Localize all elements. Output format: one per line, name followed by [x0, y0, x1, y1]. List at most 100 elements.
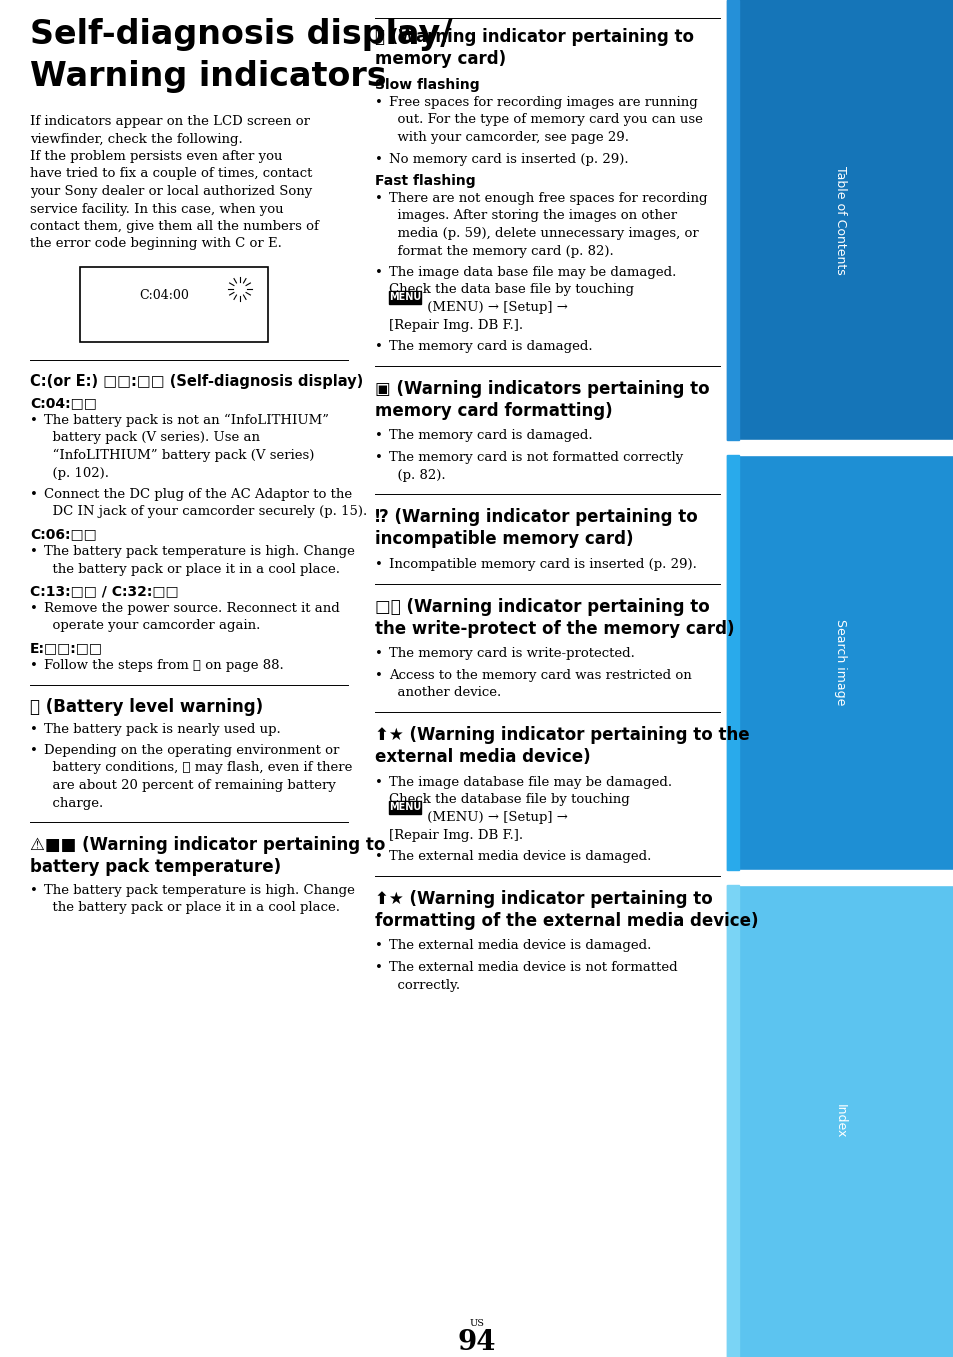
Text: (MENU) → [Setup] →: (MENU) → [Setup] →	[422, 301, 567, 313]
Bar	[726, 440, 953, 455]
Text: battery pack temperature): battery pack temperature)	[30, 858, 281, 877]
Text: US: US	[469, 1319, 484, 1329]
Text: •: •	[375, 451, 382, 464]
Text: DC IN jack of your camcorder securely (p. 15).: DC IN jack of your camcorder securely (p…	[44, 506, 367, 518]
Text: •: •	[30, 883, 38, 897]
Text: Free spaces for recording images are running: Free spaces for recording images are run…	[389, 96, 697, 109]
Text: your Sony dealer or local authorized Sony: your Sony dealer or local authorized Son…	[30, 185, 312, 198]
Text: •: •	[30, 744, 38, 757]
Text: The external media device is damaged.: The external media device is damaged.	[389, 939, 651, 953]
Text: Remove the power source. Reconnect it and: Remove the power source. Reconnect it an…	[44, 603, 339, 615]
Text: ⚠■■ (Warning indicator pertaining to: ⚠■■ (Warning indicator pertaining to	[30, 836, 385, 854]
Bar	[726, 0, 953, 440]
Text: ⁉ (Warning indicator pertaining to: ⁉ (Warning indicator pertaining to	[375, 508, 697, 527]
Text: Table of Contents: Table of Contents	[833, 166, 846, 274]
Text: No memory card is inserted (p. 29).: No memory card is inserted (p. 29).	[389, 152, 628, 166]
Text: Slow flashing: Slow flashing	[375, 77, 479, 92]
Text: Index: Index	[833, 1103, 846, 1139]
Text: Self-diagnosis display/: Self-diagnosis display/	[30, 18, 452, 52]
Text: Follow the steps from ⓑ on page 88.: Follow the steps from ⓑ on page 88.	[44, 660, 283, 672]
Text: the write-protect of the memory card): the write-protect of the memory card)	[375, 620, 734, 638]
Text: Depending on the operating environment or: Depending on the operating environment o…	[44, 744, 339, 757]
Text: •: •	[375, 430, 382, 442]
Text: The memory card is not formatted correctly: The memory card is not formatted correct…	[389, 451, 682, 464]
Text: 94: 94	[457, 1329, 496, 1356]
Text: MENU: MENU	[389, 293, 420, 303]
Text: operate your camcorder again.: operate your camcorder again.	[44, 620, 260, 632]
Text: contact them, give them all the numbers of: contact them, give them all the numbers …	[30, 220, 318, 233]
Text: battery conditions, ⧉ may flash, even if there: battery conditions, ⧉ may flash, even if…	[44, 761, 352, 775]
Text: •: •	[375, 849, 382, 863]
Text: Check the data base file by touching: Check the data base file by touching	[389, 284, 634, 296]
Text: •: •	[375, 558, 382, 571]
Text: media (p. 59), delete unnecessary images, or: media (p. 59), delete unnecessary images…	[389, 227, 698, 240]
Text: C:04:□□: C:04:□□	[30, 396, 97, 410]
Text: the battery pack or place it in a cool place.: the battery pack or place it in a cool p…	[44, 563, 339, 575]
Bar	[726, 885, 953, 1357]
Text: another device.: another device.	[389, 687, 500, 699]
Bar	[726, 0, 739, 440]
Text: ⬆★ (Warning indicator pertaining to the: ⬆★ (Warning indicator pertaining to the	[375, 726, 749, 744]
Text: The image data base file may be damaged.: The image data base file may be damaged.	[389, 266, 676, 280]
Text: charge.: charge.	[44, 797, 103, 810]
Text: are about 20 percent of remaining battery: are about 20 percent of remaining batter…	[44, 779, 335, 792]
Bar	[726, 870, 953, 885]
Text: ⧉ (Battery level warning): ⧉ (Battery level warning)	[30, 699, 263, 716]
Text: •: •	[375, 152, 382, 166]
Bar	[389, 290, 420, 304]
Text: •: •	[30, 546, 38, 558]
Bar	[726, 455, 953, 870]
Text: E:□□:□□: E:□□:□□	[30, 641, 103, 655]
Text: The external media device is damaged.: The external media device is damaged.	[389, 849, 651, 863]
Text: C:04:00: C:04:00	[139, 289, 189, 303]
Text: with your camcorder, see page 29.: with your camcorder, see page 29.	[389, 132, 628, 144]
Text: The image database file may be damaged.: The image database file may be damaged.	[389, 776, 672, 788]
Bar	[726, 455, 739, 870]
Text: memory card formatting): memory card formatting)	[375, 402, 612, 419]
Bar	[726, 885, 739, 1357]
Text: incompatible memory card): incompatible memory card)	[375, 531, 633, 548]
Text: •: •	[375, 341, 382, 353]
Text: •: •	[375, 647, 382, 661]
Text: •: •	[30, 603, 38, 615]
Text: correctly.: correctly.	[389, 978, 459, 992]
Text: •: •	[30, 722, 38, 735]
Text: •: •	[375, 776, 382, 788]
Text: •: •	[375, 939, 382, 953]
Text: Check the database file by touching: Check the database file by touching	[389, 794, 629, 806]
Text: C:13:□□ / C:32:□□: C:13:□□ / C:32:□□	[30, 584, 178, 598]
Text: The memory card is write-protected.: The memory card is write-protected.	[389, 647, 634, 661]
Text: The battery pack temperature is high. Change: The battery pack temperature is high. Ch…	[44, 883, 355, 897]
Text: service facility. In this case, when you: service facility. In this case, when you	[30, 202, 283, 216]
Text: (MENU) → [Setup] →: (MENU) → [Setup] →	[422, 811, 567, 824]
Text: Connect the DC plug of the AC Adaptor to the: Connect the DC plug of the AC Adaptor to…	[44, 489, 352, 501]
Bar	[389, 801, 420, 814]
Text: formatting of the external media device): formatting of the external media device)	[375, 912, 758, 930]
Text: have tried to fix a couple of times, contact: have tried to fix a couple of times, con…	[30, 167, 312, 180]
Text: The memory card is damaged.: The memory card is damaged.	[389, 430, 592, 442]
Text: •: •	[30, 414, 38, 427]
Text: format the memory card (p. 82).: format the memory card (p. 82).	[389, 244, 613, 258]
Text: (p. 102).: (p. 102).	[44, 467, 109, 479]
Text: MENU: MENU	[389, 802, 420, 813]
Text: •: •	[375, 961, 382, 974]
Text: Fast flashing: Fast flashing	[375, 174, 476, 189]
Text: [Repair Img. DB F.].: [Repair Img. DB F.].	[389, 829, 522, 841]
Text: the error code beginning with C or E.: the error code beginning with C or E.	[30, 237, 281, 251]
Text: C:06:□□: C:06:□□	[30, 527, 96, 541]
Text: The battery pack is nearly used up.: The battery pack is nearly used up.	[44, 722, 280, 735]
Text: The battery pack temperature is high. Change: The battery pack temperature is high. Ch…	[44, 546, 355, 558]
Text: Search image: Search image	[833, 619, 846, 706]
Text: images. After storing the images on other: images. After storing the images on othe…	[389, 209, 677, 223]
Text: Incompatible memory card is inserted (p. 29).: Incompatible memory card is inserted (p.…	[389, 558, 696, 571]
Text: •: •	[30, 489, 38, 501]
Text: The battery pack is not an “InfoLITHIUM”: The battery pack is not an “InfoLITHIUM”	[44, 414, 329, 427]
Text: •: •	[375, 191, 382, 205]
Text: out. For the type of memory card you can use: out. For the type of memory card you can…	[389, 114, 702, 126]
Text: ⬆★ (Warning indicator pertaining to: ⬆★ (Warning indicator pertaining to	[375, 889, 712, 908]
Text: [Repair Img. DB F.].: [Repair Img. DB F.].	[389, 319, 522, 331]
Text: ▣ (Warning indicators pertaining to: ▣ (Warning indicators pertaining to	[375, 380, 709, 398]
Text: The external media device is not formatted: The external media device is not formatt…	[389, 961, 677, 974]
Text: •: •	[375, 669, 382, 683]
Text: battery pack (V series). Use an: battery pack (V series). Use an	[44, 432, 260, 445]
